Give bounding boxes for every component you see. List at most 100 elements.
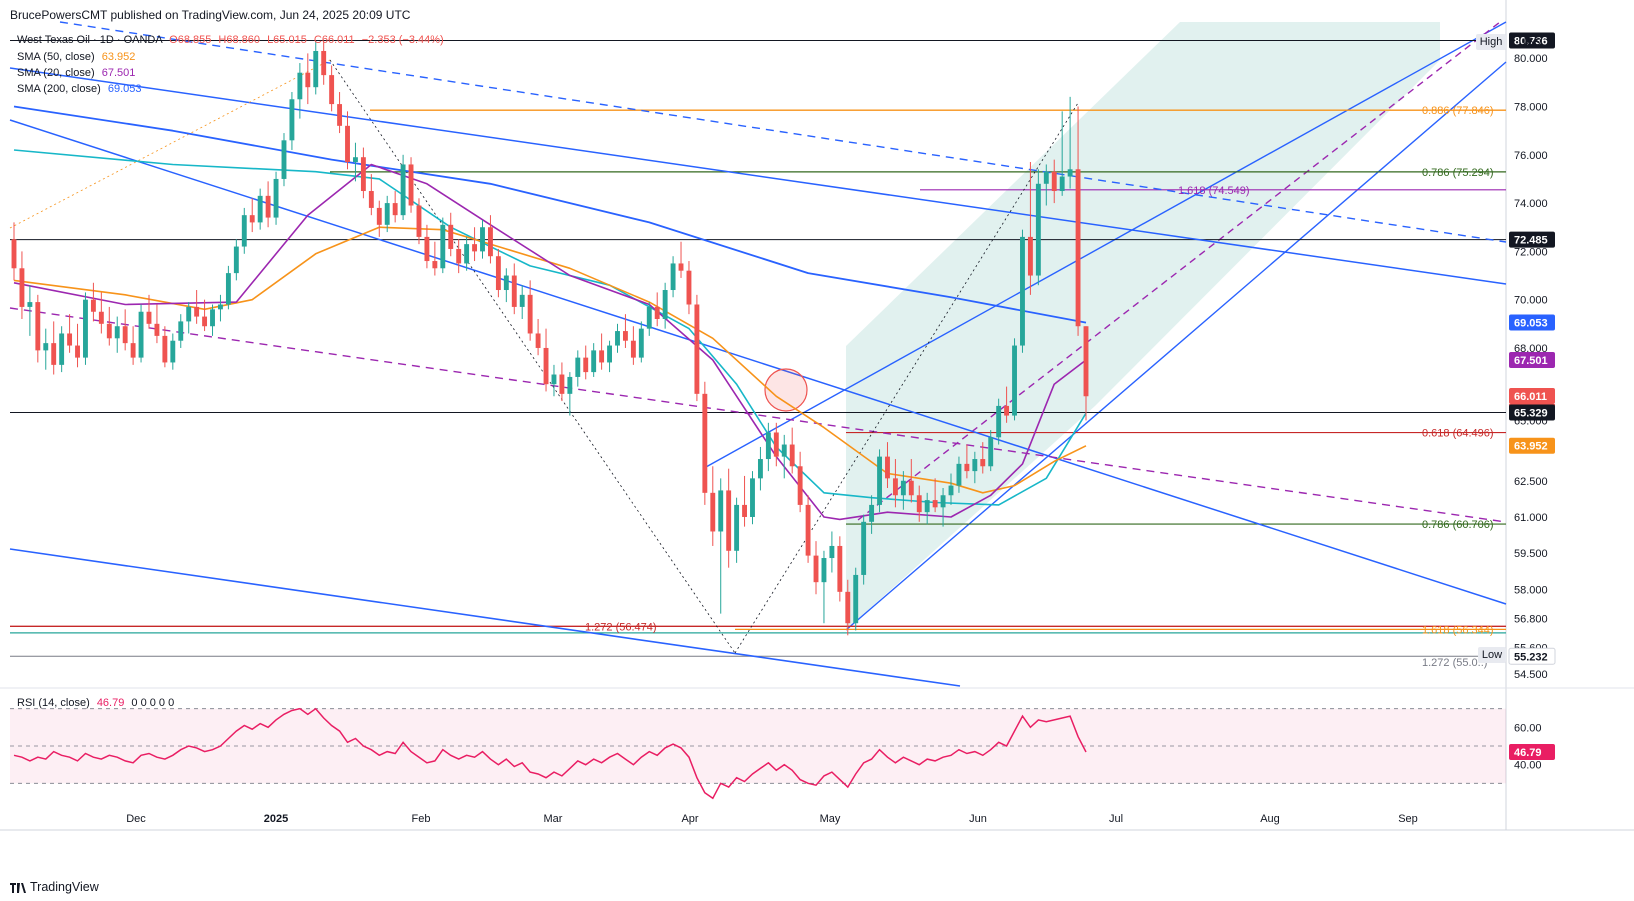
currency-button[interactable]: USD — [1518, 36, 1542, 48]
candle-body — [996, 405, 1002, 438]
candle-body — [718, 490, 724, 532]
candle-body — [821, 558, 827, 583]
candle-body — [400, 164, 406, 216]
candle — [702, 381, 708, 505]
candle-body — [750, 478, 755, 517]
candle-body — [297, 72, 303, 100]
candle — [694, 294, 700, 402]
candle — [178, 314, 184, 348]
fib-level-label: 0.786 (60.706) — [1422, 519, 1494, 531]
candle-body — [503, 275, 509, 291]
sma50-legend[interactable]: SMA (50, close) 63.952 — [17, 51, 135, 63]
candle — [757, 446, 763, 491]
candle — [630, 326, 636, 365]
price-tag: 67.501 — [1509, 352, 1555, 369]
candle-body — [59, 333, 65, 365]
candle — [940, 488, 946, 527]
candle — [1043, 164, 1049, 206]
candle — [734, 497, 740, 563]
rsi-legend[interactable]: RSI (14, close) 46.79 0 0 0 0 0 — [17, 697, 174, 709]
price-tick-label: 59.500 — [1514, 548, 1548, 560]
candle — [892, 459, 898, 508]
candle-body — [202, 316, 208, 327]
published-header: BrucePowersCMT published on TradingView.… — [10, 8, 411, 22]
candle — [853, 567, 859, 631]
candle-body — [1027, 236, 1033, 276]
candle — [591, 343, 597, 377]
price-tag-text: 67.501 — [1514, 355, 1548, 367]
candle — [932, 478, 938, 513]
price-tag: 72.485 — [1509, 231, 1555, 248]
candle-body — [241, 215, 247, 247]
candle — [1012, 338, 1017, 421]
candle — [1067, 96, 1073, 189]
candle — [35, 294, 41, 363]
candle — [789, 427, 795, 474]
sma20-legend[interactable]: SMA (20, close) 67.501 — [17, 67, 135, 79]
candle-body — [972, 459, 978, 472]
candle-body — [416, 205, 422, 237]
candle — [710, 466, 716, 546]
candle-body — [622, 331, 628, 341]
high-value: H68.860 — [218, 34, 260, 46]
sma200-legend[interactable]: SMA (200, close) 69.053 — [17, 83, 141, 95]
rsi-tick-label: 40.00 — [1514, 760, 1542, 772]
candle — [360, 147, 366, 199]
candle-body — [273, 178, 279, 218]
candle — [186, 302, 192, 334]
candle-body — [781, 444, 787, 457]
candle-body — [384, 203, 390, 225]
candle-body — [591, 350, 597, 373]
candle — [408, 157, 414, 213]
candle — [162, 326, 168, 368]
candle — [638, 321, 644, 363]
rsi-label: RSI (14, close) — [17, 697, 90, 709]
price-tag-text: 66.011 — [1514, 391, 1547, 403]
tradingview-footer[interactable]: TradingView — [10, 880, 99, 894]
candle — [225, 265, 231, 310]
candle — [27, 285, 33, 336]
candle-body — [281, 140, 287, 179]
candle-body — [233, 246, 239, 274]
candle — [472, 227, 478, 262]
candle-body — [686, 270, 692, 305]
candle — [726, 468, 732, 568]
candle-body — [368, 191, 374, 208]
candle — [273, 171, 279, 225]
candle-body — [511, 275, 517, 307]
candle — [1083, 326, 1089, 421]
candle-body — [543, 347, 549, 385]
candle-body — [638, 328, 644, 358]
measure-line-1 — [329, 59, 736, 654]
candle — [877, 449, 882, 513]
price-tick-label: 70.000 — [1514, 295, 1548, 307]
candle — [869, 495, 875, 534]
candle-body — [162, 335, 168, 363]
tradingview-logo-icon — [10, 882, 26, 893]
low-button[interactable]: Low — [1478, 647, 1506, 663]
candle — [400, 154, 406, 220]
long-downtrend-line — [9, 67, 1507, 285]
candle-body — [488, 227, 493, 257]
candle-body — [837, 545, 843, 592]
candle — [900, 471, 906, 510]
candle-body — [35, 302, 41, 351]
candle-body — [83, 299, 88, 358]
candle-body — [495, 256, 501, 291]
high-button[interactable]: High — [1476, 34, 1506, 50]
dashed-resistance-line — [59, 21, 1507, 243]
candle-body — [757, 459, 763, 479]
candle — [305, 53, 311, 105]
candle — [170, 333, 176, 370]
candle-body — [908, 480, 914, 496]
candle — [416, 198, 422, 245]
candle — [51, 321, 57, 375]
candle-body — [43, 343, 49, 351]
candle — [281, 133, 287, 187]
candle — [742, 475, 747, 527]
candle — [146, 294, 152, 329]
candle-body — [67, 333, 73, 346]
candle-body — [138, 311, 144, 358]
close-value: C66.011 — [313, 34, 355, 46]
